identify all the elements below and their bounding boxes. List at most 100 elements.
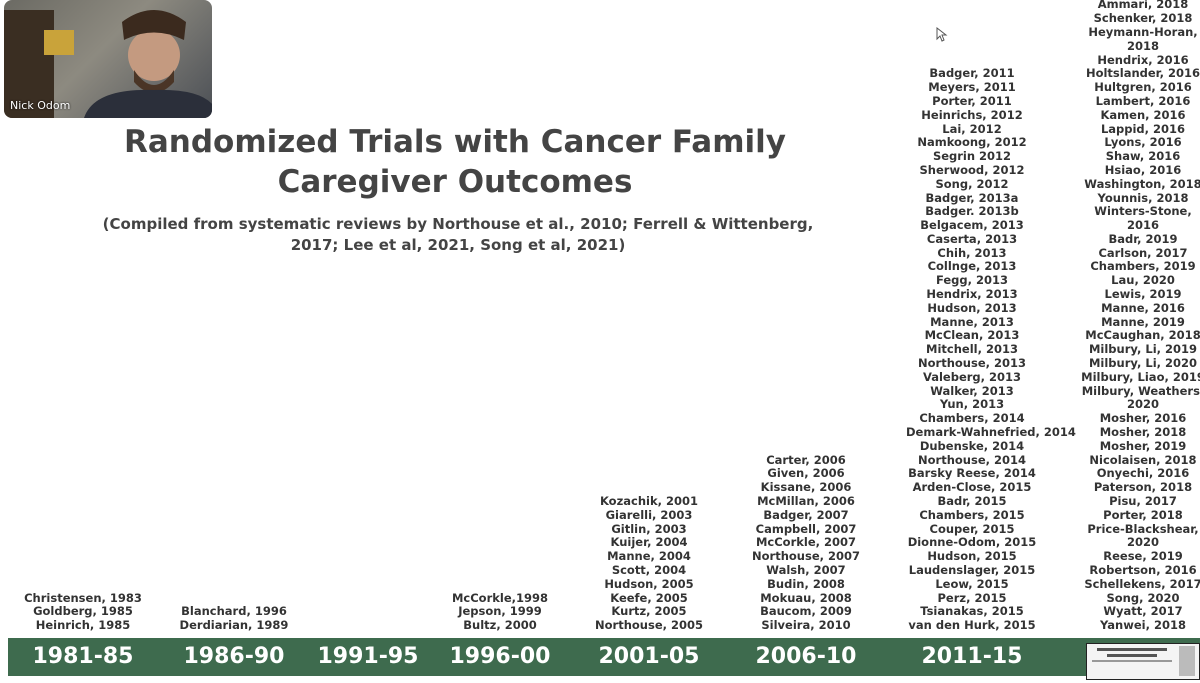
citation: Budin, 2008 bbox=[767, 576, 845, 591]
citation: Badger, 2013a bbox=[925, 190, 1019, 205]
citation: Barsky Reese, 2014 bbox=[908, 466, 1036, 481]
citation: Schenker, 2018 bbox=[1093, 11, 1193, 26]
citation: Manne, 2004 bbox=[607, 549, 691, 564]
citation: Ammari, 2018 bbox=[1097, 0, 1189, 12]
citation: Sherwood, 2012 bbox=[919, 162, 1025, 177]
citation: Dubenske, 2014 bbox=[919, 438, 1025, 453]
period-label: 2001-05 bbox=[598, 644, 700, 669]
citation: Hendrix, 2016 bbox=[1097, 52, 1189, 67]
thumbnail-art bbox=[1092, 646, 1195, 676]
citation: Northouse, 2013 bbox=[918, 356, 1026, 371]
citation: McCaughan, 2018 bbox=[1085, 328, 1200, 343]
citation: Mitchell, 2013 bbox=[926, 342, 1018, 357]
citation: Caserta, 2013 bbox=[926, 231, 1018, 246]
citation: Hudson, 2015 bbox=[927, 549, 1017, 564]
citation: Tsianakas, 2015 bbox=[920, 604, 1024, 619]
citation: Hendrix, 2013 bbox=[926, 287, 1018, 302]
citation: Shaw, 2016 bbox=[1105, 149, 1181, 164]
citation: Milbury, Li, 2019 bbox=[1088, 342, 1198, 357]
citation: Milbury, Liao, 2019 bbox=[1081, 369, 1200, 384]
citation: Mosher, 2018 bbox=[1099, 425, 1187, 440]
citation: Lambert, 2016 bbox=[1095, 93, 1191, 108]
timeline-band bbox=[8, 638, 1200, 676]
citation: Walsh, 2007 bbox=[766, 563, 846, 578]
citation: Price-Blackshear, 2020 bbox=[1087, 521, 1199, 550]
citation: Song, 2020 bbox=[1106, 590, 1180, 605]
mouse-cursor bbox=[936, 27, 948, 42]
citation: Keefe, 2005 bbox=[610, 590, 688, 605]
citation: Namkoong, 2012 bbox=[917, 135, 1027, 150]
citation: Kozachik, 2001 bbox=[599, 494, 699, 509]
citation: Silveira, 2010 bbox=[761, 618, 851, 633]
citation: Washington, 2018 bbox=[1084, 176, 1200, 191]
citation: Chih, 2013 bbox=[937, 245, 1007, 260]
period-label: 1996-00 bbox=[449, 644, 551, 669]
citation: Lau, 2020 bbox=[1111, 273, 1175, 288]
citation: Pisu, 2017 bbox=[1109, 494, 1177, 509]
slide-title: Randomized Trials with Cancer Family Car… bbox=[124, 124, 786, 200]
citation: Campbell, 2007 bbox=[755, 521, 857, 536]
citation: Heinrichs, 2012 bbox=[921, 107, 1023, 122]
citation: Manne, 2013 bbox=[930, 314, 1014, 329]
citation: Paterson, 2018 bbox=[1093, 480, 1193, 495]
citation: Segrin 2012 bbox=[932, 149, 1012, 164]
citation: Badger. 2013b bbox=[925, 204, 1019, 219]
citation: Walker, 2013 bbox=[930, 383, 1014, 398]
citation: Milbury, Li, 2020 bbox=[1088, 356, 1198, 371]
citation: Goldberg, 1985 bbox=[33, 604, 133, 619]
citation: Demark-Wahnefried, 2014 bbox=[906, 425, 1076, 440]
citation: Manne, 2016 bbox=[1101, 300, 1185, 315]
citation-column: Badger, 2011 Meyers, 2011 Porter, 2011 Hein… bbox=[906, 67, 1076, 633]
citation-column: Kozachik, 2001 Giarelli, 2003 Gitlin, 2003… bbox=[583, 494, 715, 633]
period-label: 2006-10 bbox=[755, 644, 857, 669]
citation: Dionne-Odom, 2015 bbox=[907, 535, 1037, 550]
citation: Heinrich, 1985 bbox=[35, 618, 131, 633]
citation: Gitlin, 2003 bbox=[611, 521, 687, 536]
citation: Schellekens, 2017 bbox=[1084, 576, 1200, 591]
citation: Chambers, 2015 bbox=[919, 507, 1025, 522]
citation-column: McCorkle,1998 Jepson, 1999 Bultz, 2000 bbox=[434, 591, 566, 633]
slide-subtitle: (Compiled from systematic reviews by Nor… bbox=[102, 215, 814, 254]
citation: Mosher, 2016 bbox=[1099, 411, 1187, 426]
citation: Lyons, 2016 bbox=[1104, 135, 1182, 150]
citation: Carter, 2006 bbox=[766, 452, 846, 467]
citation: Blanchard, 1996 bbox=[181, 604, 287, 619]
citation-column: Blanchard, 1996 Derdiarian, 1989 bbox=[168, 605, 300, 633]
citation: Northouse, 2007 bbox=[752, 549, 860, 564]
citation: Nicolaisen, 2018 bbox=[1089, 452, 1197, 467]
citation: Collnge, 2013 bbox=[927, 259, 1017, 274]
citation: Arden-Close, 2015 bbox=[912, 480, 1032, 495]
citation: Bultz, 2000 bbox=[463, 618, 537, 633]
citation: Mokuau, 2008 bbox=[760, 590, 852, 605]
citation: Giarelli, 2003 bbox=[605, 507, 693, 522]
citation: Badr, 2019 bbox=[1108, 231, 1178, 246]
citation: Chambers, 2014 bbox=[919, 411, 1025, 426]
citation: Lewis, 2019 bbox=[1104, 287, 1182, 302]
citation: Holtslander, 2016 bbox=[1085, 66, 1200, 81]
slide-thumbnail bbox=[1086, 643, 1200, 680]
citation: Perz, 2015 bbox=[937, 590, 1007, 605]
citation: Meyers, 2011 bbox=[928, 80, 1016, 95]
citation: Badger, 2007 bbox=[763, 507, 849, 522]
citation: McCorkle, 2007 bbox=[755, 535, 857, 550]
period-label: 1991-95 bbox=[317, 644, 419, 669]
citation: Jepson, 1999 bbox=[458, 604, 542, 619]
period-label: 2011-15 bbox=[921, 644, 1023, 669]
citation: Laudenslager, 2015 bbox=[908, 563, 1036, 578]
citation: Derdiarian, 1989 bbox=[179, 618, 289, 633]
citation: Winters-Stone, 2016 bbox=[1094, 204, 1192, 233]
citation: Chambers, 2019 bbox=[1090, 259, 1196, 274]
citation: Wyatt, 2017 bbox=[1103, 604, 1183, 619]
citation: Scott, 2004 bbox=[611, 563, 687, 578]
citation: Lappid, 2016 bbox=[1100, 121, 1186, 136]
citation: Hudson, 2013 bbox=[927, 300, 1017, 315]
citation: Carlson, 2017 bbox=[1098, 245, 1188, 260]
citation: van den Hurk, 2015 bbox=[908, 618, 1036, 633]
citation: Hsiao, 2016 bbox=[1104, 162, 1182, 177]
citation-column: Christensen, 1983 Goldberg, 1985 Heinrich,… bbox=[17, 591, 149, 633]
citation: Manne, 2019 bbox=[1101, 314, 1185, 329]
citation: Kuijer, 2004 bbox=[610, 535, 688, 550]
video-scene bbox=[4, 10, 212, 118]
